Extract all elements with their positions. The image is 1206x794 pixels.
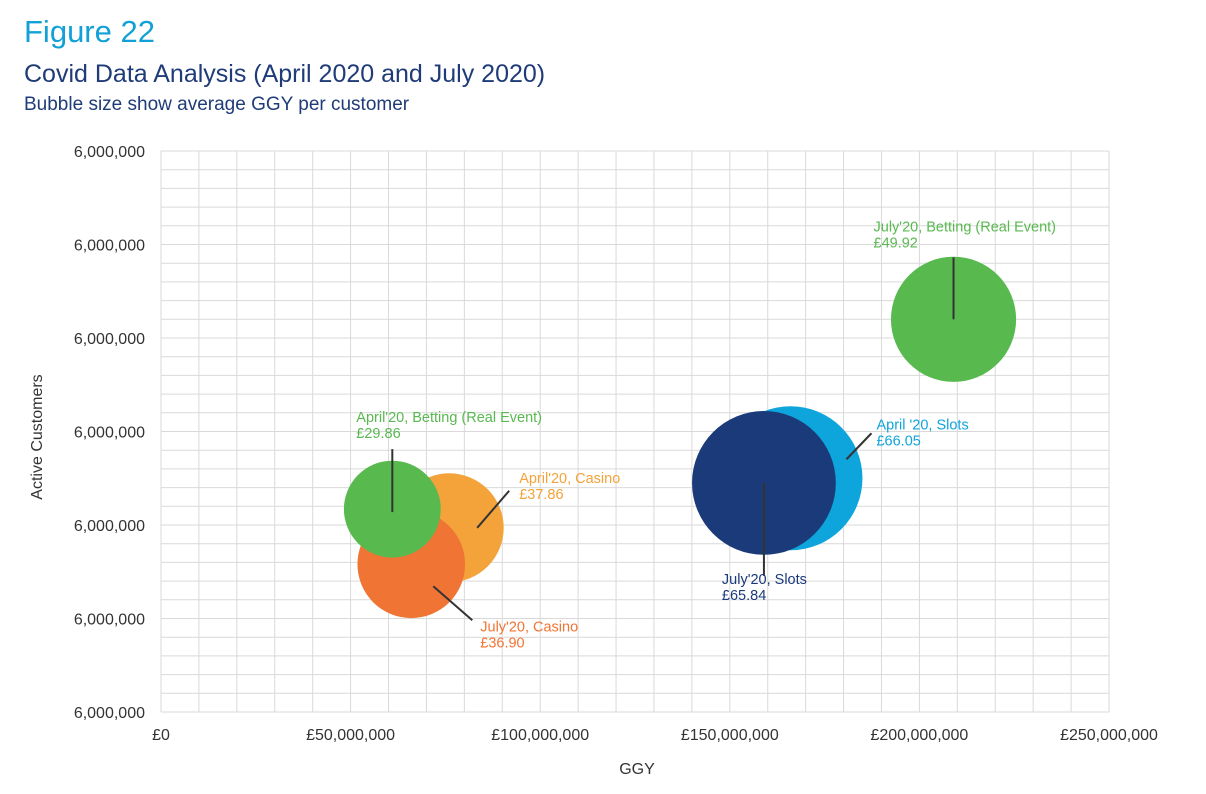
- y-tick-label: 6,000,000: [74, 705, 145, 722]
- bubble-label-april-casino: April'20, Casino: [519, 471, 620, 487]
- x-tick-label: £100,000,000: [491, 727, 589, 744]
- y-tick-label: 6,000,000: [74, 612, 145, 629]
- bubble-value-april-slots: £66.05: [876, 433, 920, 449]
- leader-line-july-casino: [432, 585, 473, 622]
- x-tick-label: £200,000,000: [870, 727, 968, 744]
- y-axis-ticks: 6,000,000 6,000,000 6,000,000 6,000,000 6,00…: [74, 144, 145, 722]
- x-tick-label: £50,000,000: [306, 727, 395, 744]
- x-axis-title: GGY: [619, 761, 655, 778]
- bubble-label-april-slots: April '20, Slots: [876, 417, 968, 433]
- bubble-labels: April'20, Casino£37.86 July'20, Casino£36…: [356, 219, 1056, 651]
- y-tick-label: 6,000,000: [74, 331, 145, 348]
- bubble-label-july-casino: July'20, Casino: [480, 619, 578, 635]
- chart-subtitle: Bubble size show average GGY per custome…: [24, 94, 410, 115]
- figure-label: Figure 22: [24, 14, 155, 49]
- bubble-label-july-betting: July'20, Betting (Real Event): [874, 219, 1057, 235]
- bubble-value-april-casino: £37.86: [519, 487, 563, 503]
- y-axis-title: Active Customers: [29, 374, 46, 499]
- chart-gridlines: [160, 150, 1110, 713]
- y-tick-label: 6,000,000: [74, 518, 145, 535]
- y-tick-label: 6,000,000: [74, 425, 145, 442]
- bubble-label-april-betting: April'20, Betting (Real Event): [356, 410, 542, 426]
- x-tick-label: £0: [152, 727, 170, 744]
- y-tick-label: 6,000,000: [74, 144, 145, 161]
- leader-lines: [391, 257, 955, 622]
- x-axis-ticks: £0 £50,000,000 £100,000,000 £150,000,000 £20…: [152, 727, 1158, 744]
- bubble-value-july-betting: £49.92: [874, 235, 918, 251]
- bubble-value-april-betting: £29.86: [356, 426, 400, 442]
- x-tick-label: £150,000,000: [681, 727, 779, 744]
- y-tick-label: 6,000,000: [74, 238, 145, 255]
- bubble-label-july-slots: July'20, Slots: [722, 572, 807, 588]
- x-tick-label: £250,000,000: [1060, 727, 1158, 744]
- bubble-value-july-slots: £65.84: [722, 588, 766, 604]
- leader-line-april-slots: [845, 432, 873, 460]
- bubble-value-july-casino: £36.90: [480, 635, 524, 651]
- leader-line-april-casino: [476, 490, 510, 529]
- chart-title: Covid Data Analysis (April 2020 and July…: [24, 60, 546, 88]
